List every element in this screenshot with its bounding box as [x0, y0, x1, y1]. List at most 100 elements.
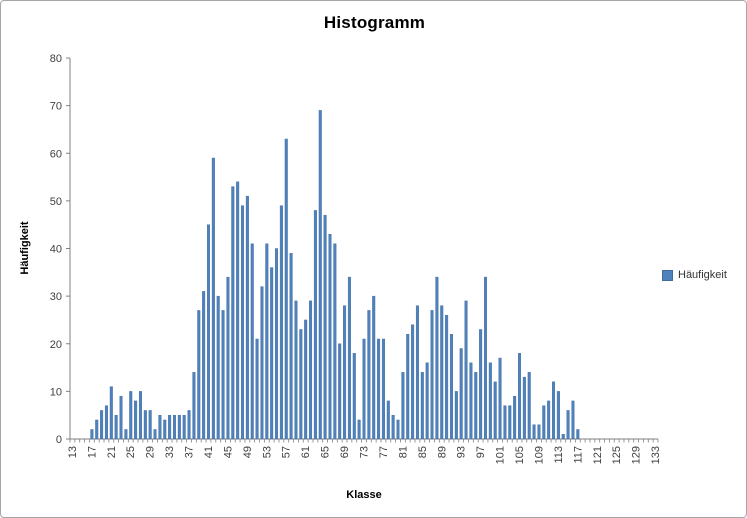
x-tick-label: 117 [572, 446, 584, 464]
histogram-bar [221, 310, 225, 440]
x-tick-label: 61 [300, 446, 312, 458]
histogram-bar [177, 414, 181, 440]
histogram-bar [236, 181, 240, 440]
histogram-bar [445, 314, 449, 440]
x-tick-label: 101 [495, 446, 507, 464]
histogram-bar [260, 286, 264, 440]
histogram-bar [90, 429, 94, 440]
x-tick-label: 57 [281, 446, 293, 458]
histogram-bar [134, 400, 138, 440]
x-tick-label: 73 [359, 446, 371, 458]
chart-title: Histogramm [323, 13, 426, 32]
histogram-bar [124, 429, 128, 440]
y-axis-title: Häufigkeit [19, 221, 31, 275]
x-tick-label: 97 [475, 446, 487, 458]
histogram-bar [561, 434, 565, 440]
histogram-bar [411, 324, 415, 440]
histogram-bar [527, 372, 531, 440]
histogram-bar [100, 410, 104, 440]
histogram-bar [241, 205, 245, 440]
histogram-bar [289, 253, 293, 440]
x-tick-label: 105 [514, 446, 526, 464]
histogram-bar [313, 210, 317, 440]
histogram-bar [449, 334, 453, 440]
x-tick-label: 33 [164, 446, 176, 458]
x-tick-label: 17 [86, 446, 98, 458]
histogram-bar [143, 410, 147, 440]
histogram-bar [309, 300, 313, 440]
histogram-bar [571, 400, 575, 440]
histogram-bar [255, 338, 259, 440]
histogram-bar [148, 410, 152, 440]
histogram-bar [576, 429, 580, 440]
histogram-bar [513, 395, 517, 440]
x-tick-label: 53 [261, 446, 273, 458]
histogram-bar [187, 410, 191, 440]
histogram-bar [498, 357, 502, 440]
histogram-bar [547, 400, 551, 440]
histogram-bar [231, 186, 235, 440]
x-tick-label: 89 [436, 446, 448, 458]
histogram-bar [284, 138, 288, 440]
histogram-bar [352, 353, 356, 440]
y-tick-label: 60 [50, 148, 62, 160]
x-tick-label: 125 [611, 446, 623, 464]
histogram-bar [459, 348, 463, 440]
histogram-bar [343, 305, 347, 440]
histogram-bar [493, 381, 497, 440]
histogram-bar [182, 414, 186, 440]
histogram-bar [328, 234, 332, 440]
x-tick-label: 109 [533, 446, 545, 464]
x-tick-label: 77 [378, 446, 390, 458]
histogram-bar [206, 224, 210, 440]
histogram-bar [304, 319, 308, 440]
histogram-bar [153, 429, 157, 440]
x-tick-label: 13 [67, 446, 79, 458]
histogram-bar [362, 338, 366, 440]
histogram-bar [211, 157, 215, 440]
histogram-bar [216, 295, 220, 440]
histogram-bar [396, 419, 400, 440]
histogram-bar [294, 300, 298, 440]
histogram-bar [406, 334, 410, 440]
histogram-bar [270, 267, 274, 440]
histogram-bar [95, 419, 99, 440]
histogram-bar [488, 362, 492, 440]
histogram-bar [391, 414, 395, 440]
histogram-bar [347, 276, 351, 440]
histogram-bar [377, 338, 381, 440]
histogram-bar [172, 414, 176, 440]
x-axis-title: Klasse [346, 489, 382, 501]
histogram-bar [192, 372, 196, 440]
histogram-bar [245, 195, 249, 440]
histogram-bar [532, 424, 536, 440]
legend-swatch-icon [662, 269, 673, 281]
y-tick-label: 50 [50, 196, 62, 208]
histogram-bar [508, 405, 512, 440]
histogram-bar [275, 248, 279, 440]
histogram-bar [479, 329, 483, 440]
x-tick-label: 113 [553, 446, 565, 464]
histogram-bar [338, 343, 342, 440]
x-tick-label: 41 [203, 446, 215, 458]
histogram-bar [420, 372, 424, 440]
x-tick-label: 37 [184, 446, 196, 458]
x-tick-label: 49 [242, 446, 254, 458]
histogram-bar [138, 391, 142, 440]
histogram-bar [109, 386, 113, 440]
histogram-bar [104, 405, 108, 440]
y-tick-label: 30 [50, 291, 62, 303]
histogram-bar [386, 400, 390, 440]
histogram-bar [163, 419, 167, 440]
histogram-bar [435, 276, 439, 440]
y-tick-label: 80 [50, 53, 62, 65]
histogram-bar [415, 305, 419, 440]
histogram-bar [518, 353, 522, 440]
histogram-bar [474, 372, 478, 440]
x-tick-label: 133 [650, 446, 662, 464]
histogram-bar [119, 395, 123, 440]
histogram-bar [333, 243, 337, 440]
x-tick-label: 69 [339, 446, 351, 458]
histogram-bar [279, 205, 283, 440]
